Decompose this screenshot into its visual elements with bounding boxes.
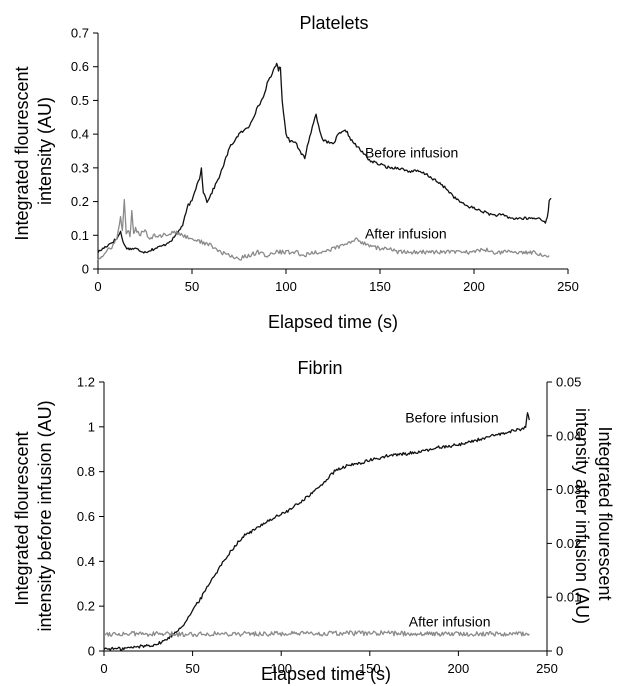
series-annotation: After infusion (365, 226, 447, 242)
x-tick-label: 50 (185, 279, 199, 294)
y-tick-label: 0.8 (77, 464, 95, 479)
y-tick-label: 0 (88, 644, 95, 659)
y2-tick-label: 0.01 (556, 590, 581, 605)
platelets-plot-area: 0 50 100 150 200 250 0 0.1 0.2 0.3 0.4 0.5 0.6 0.7 B… (71, 26, 579, 295)
platelets-y-axis-label: Integrated flourescent intensity (AU) (12, 61, 55, 240)
y-tick-label: 0.4 (77, 554, 95, 569)
y2-tick-label: 0.04 (556, 428, 581, 443)
series-line-before-infusion (97, 62, 552, 254)
y-tick-label: 0 (82, 262, 89, 277)
platelets-y-axis-label-line-2: intensity (AU) (35, 97, 55, 205)
fibrin-plot-area: 0 50 100 150 200 250 00.20.40.60.811.2 00.010… (77, 375, 581, 677)
fibrin-y-ticks: 0 0.2 0.4 0.6 0.8 1 1.2 (77, 375, 104, 659)
y-tick-label: 0.2 (71, 194, 89, 209)
series-annotation: Before infusion (365, 145, 458, 161)
x-tick-label: 250 (536, 661, 558, 676)
y-tick-label: 0.6 (71, 59, 89, 74)
y-tick-label: 0.5 (71, 93, 89, 108)
fibrin-y-axis-label: Integrated flourescent intensity before … (12, 400, 55, 631)
series-annotation: Before infusion (405, 409, 498, 425)
x-tick-label: 0 (100, 661, 107, 676)
y-tick-label: 0.1 (71, 228, 89, 243)
y-tick-label: 1.2 (77, 375, 95, 390)
x-tick-label: 200 (448, 661, 470, 676)
y-tick-label: 0.6 (77, 509, 95, 524)
platelets-series (97, 62, 552, 261)
y2-tick-label: 0.02 (556, 536, 581, 551)
fibrin-y-axis-label-line-1: Integrated flourescent (12, 431, 32, 605)
x-tick-label: 100 (270, 661, 292, 676)
y2-tick-label: 0.03 (556, 482, 581, 497)
y-tick-label: 0.2 (77, 599, 95, 614)
x-tick-label: 250 (557, 279, 579, 294)
y-tick-label: 0.4 (71, 127, 89, 142)
platelets-title: Platelets (299, 13, 368, 33)
fibrin-y2-axis-label: Integrated flourescent intensity after i… (572, 408, 615, 624)
platelets-x-ticks: 0 50 100 150 200 250 (94, 269, 579, 294)
platelets-annotations: Before infusion After infusion (365, 145, 458, 242)
x-tick-label: 100 (275, 279, 297, 294)
fibrin-chart: Fibrin 0 50 100 150 200 250 0 0.2 0.4 0.6 0.8 1 1.2… (12, 358, 615, 684)
y2-tick-label: 0.05 (556, 375, 581, 390)
fibrin-y2-axis-label-line-1: Integrated flourescent (595, 426, 615, 600)
y-tick-label: 0.7 (71, 26, 89, 41)
fibrin-annotations: Before infusion After infusion (405, 409, 498, 629)
x-tick-label: 150 (359, 661, 381, 676)
platelets-y-ticks: 0 0.1 0.2 0.3 0.4 0.5 0.6 0.7 (71, 26, 98, 277)
fibrin-y2-axis-label-line-2: intensity after infusion (AU) (572, 408, 592, 624)
x-tick-label: 0 (94, 279, 101, 294)
fibrin-x-ticks: 0 50 100 150 200 250 (100, 651, 558, 676)
fibrin-y2-ticks: 0 0.01 0.02 0.03 0.04 0.05 (547, 375, 581, 659)
y-tick-label: 1 (88, 419, 95, 434)
x-tick-label: 200 (463, 279, 485, 294)
series-annotation: After infusion (409, 613, 491, 629)
fibrin-y-axis-label-line-2: intensity before infusion (AU) (35, 400, 55, 631)
y2-tick-label: 0 (556, 644, 563, 659)
fibrin-title: Fibrin (297, 358, 342, 378)
platelets-y-axis-label-line-1: Integrated flourescent (12, 66, 32, 240)
fibrin-x-axis-label: Elapsed time (s) (261, 664, 391, 684)
series-line-after-infusion (103, 630, 530, 638)
y-tick-label: 0.3 (71, 160, 89, 175)
series-line-after-infusion (97, 198, 550, 261)
platelets-chart: Platelets 0 50 100 150 200 250 00.10.20.30.40… (12, 13, 579, 332)
x-tick-label: 150 (369, 279, 391, 294)
x-tick-label: 50 (185, 661, 199, 676)
fibrin-series (103, 412, 530, 651)
platelets-x-axis-label: Elapsed time (s) (268, 312, 398, 332)
